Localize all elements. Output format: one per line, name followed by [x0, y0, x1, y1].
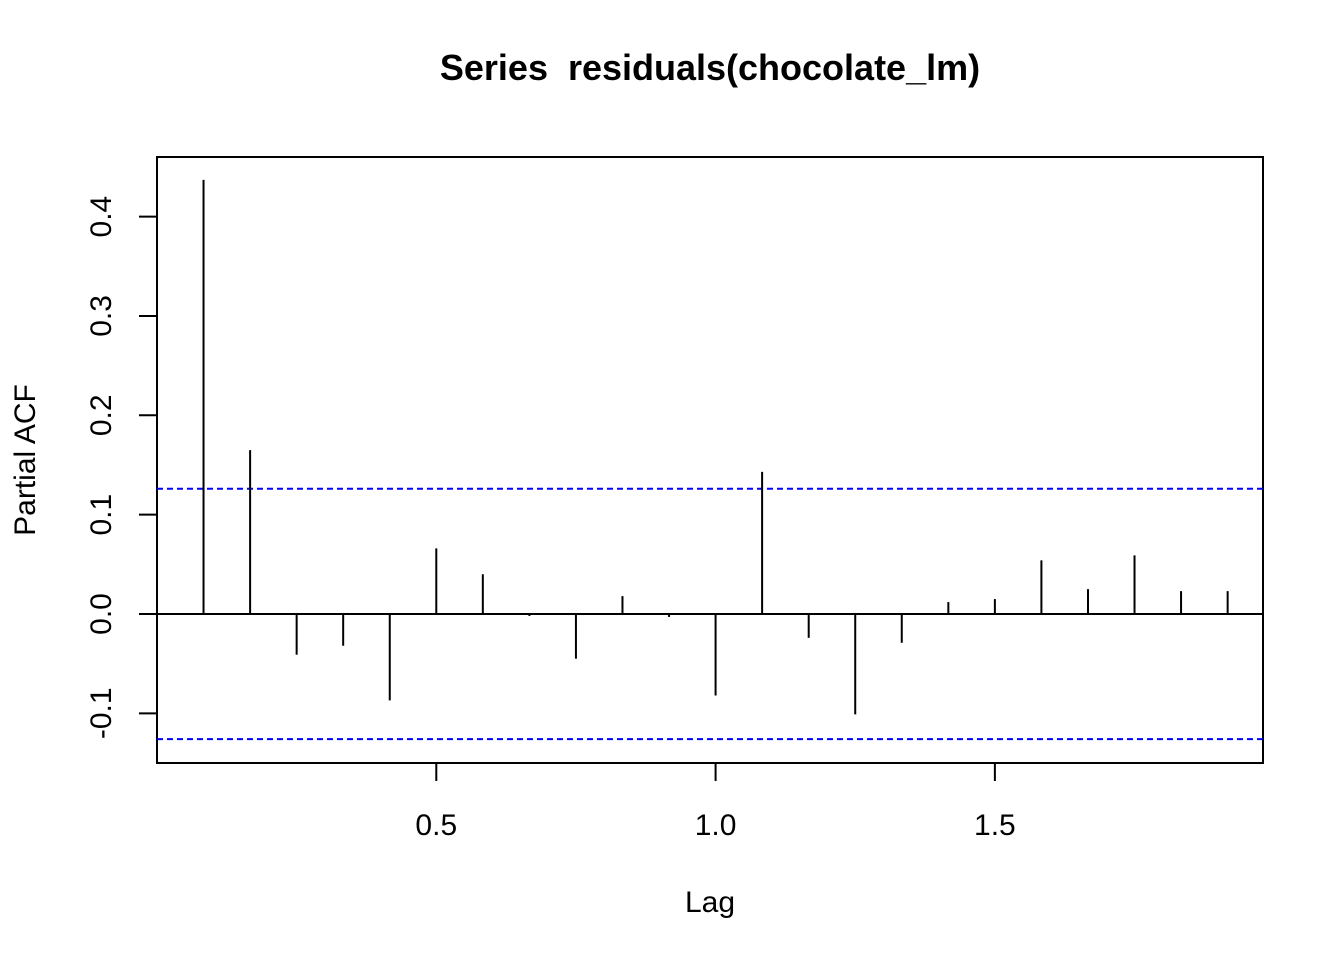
y-tick-label: 0.0 [85, 593, 118, 635]
x-tick-label: 0.5 [415, 809, 457, 842]
y-tick-label: 0.1 [85, 494, 118, 536]
y-axis: -0.1 0.0 0.1 0.2 0.3 0.4 [85, 196, 157, 739]
y-tick-label: 0.2 [85, 394, 118, 436]
pacf-spikes [202, 179, 1229, 715]
chart-title: Series residuals(chocolate_lm) [440, 47, 980, 88]
y-tick-label: 0.3 [85, 295, 118, 337]
x-tick-label: 1.5 [974, 809, 1016, 842]
y-axis-label: Partial ACF [9, 384, 42, 536]
x-axis-label: Lag [685, 886, 735, 919]
x-tick-label: 1.0 [695, 809, 737, 842]
y-tick-label: 0.4 [85, 196, 118, 238]
x-axis: 0.5 1.0 1.5 [415, 763, 1016, 842]
y-tick-label: -0.1 [85, 687, 118, 739]
plot-frame [156, 156, 1264, 764]
